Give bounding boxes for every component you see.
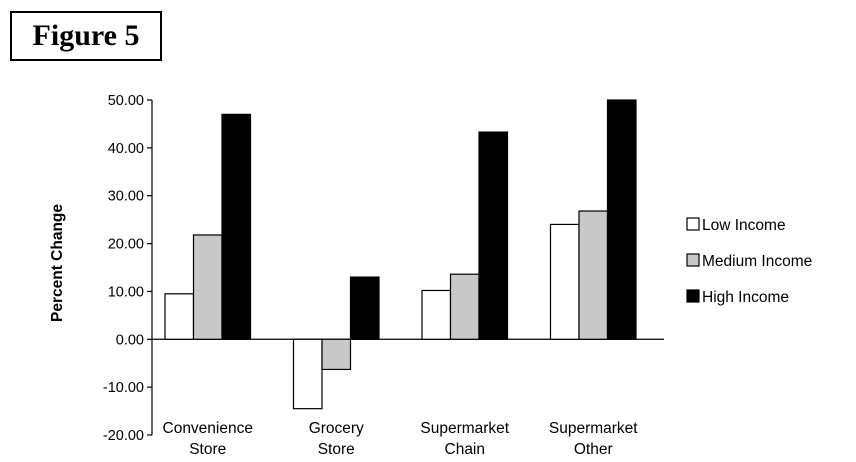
x-category-label: Grocery: [309, 420, 364, 437]
x-category-label: Chain: [445, 441, 486, 458]
x-category-label: Supermarket: [549, 420, 638, 437]
y-tick-label: 30.00: [108, 189, 144, 205]
x-category-label: Store: [189, 441, 226, 458]
y-tick-label: 0.00: [116, 332, 144, 348]
chart-labels: 50.00 40.00 30.00 20.00 10.00 0.00 -10.00 -20.0…: [49, 93, 638, 458]
y-tick-label: 40.00: [108, 141, 144, 157]
bar: [549, 223, 580, 340]
x-category-label: Supermarket: [420, 420, 509, 437]
legend-swatch: [686, 289, 700, 303]
legend-swatch: [686, 217, 700, 231]
bar: [164, 293, 195, 340]
legend-swatch: [686, 253, 700, 267]
bar: [449, 273, 480, 340]
bar: [578, 210, 609, 340]
bar: [292, 338, 323, 410]
bar: [192, 234, 223, 340]
bar: [321, 338, 352, 371]
y-tick-label: 10.00: [108, 284, 144, 300]
bar: [221, 113, 252, 340]
x-category-label: Other: [574, 441, 613, 458]
y-tick-label: 20.00: [108, 237, 144, 253]
y-axis-label: Percent Change: [49, 204, 66, 322]
figure-label-box: Figure 5: [10, 11, 162, 61]
bar: [349, 276, 380, 340]
bar: [606, 99, 637, 340]
bar: [421, 289, 452, 340]
x-category-label: Store: [318, 441, 355, 458]
chart-legend: Low Income Medium Income High Income: [686, 217, 812, 306]
legend-label: Medium Income: [702, 253, 812, 270]
x-category-label: Convenience: [163, 420, 253, 437]
legend-label: Low Income: [702, 217, 786, 234]
chart-bars: [164, 99, 637, 410]
y-tick-label: -10.00: [103, 380, 144, 396]
bar: [478, 131, 509, 340]
legend-label: High Income: [702, 289, 789, 306]
figure-label: Figure 5: [32, 19, 140, 52]
y-tick-label: 50.00: [108, 93, 144, 109]
y-tick-label: -20.00: [103, 428, 144, 444]
